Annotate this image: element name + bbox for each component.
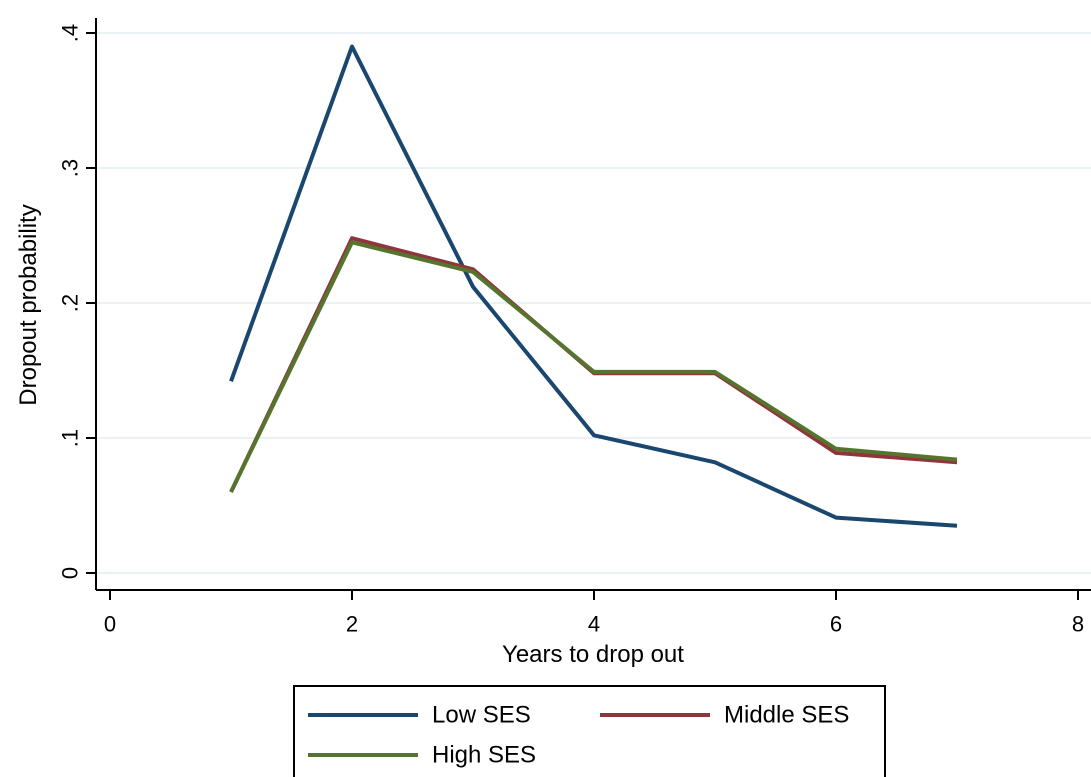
series-line-middle-ses (229, 236, 958, 493)
gridlines (96, 32, 1091, 574)
legend-box (293, 685, 886, 777)
y-tick-label: .1 (58, 429, 83, 447)
y-tick-label: 0 (58, 567, 83, 579)
x-tick-label: 2 (346, 612, 358, 637)
x-axis-title: Years to drop out (502, 641, 684, 668)
y-tick-label: .3 (58, 159, 83, 177)
legend-label: Low SES (432, 702, 531, 729)
series-line-low-ses (229, 44, 958, 528)
legend-label: High SES (432, 742, 536, 769)
legend: Low SES Middle SES High SES (293, 685, 886, 777)
x-tick-label: 8 (1072, 612, 1084, 637)
x-tick-label: 4 (588, 612, 600, 637)
y-tick-label: .4 (58, 24, 83, 42)
legend-label: Middle SES (724, 702, 849, 729)
y-axis-title: Dropout probability (15, 204, 42, 405)
x-tick-label: 6 (830, 612, 842, 637)
series-line-high-ses (229, 240, 958, 493)
y-tick-label: .2 (58, 294, 83, 312)
series-lines (229, 44, 958, 528)
y-axis-ticks: 0 .1 .2 .3 .4 (58, 24, 96, 579)
x-tick-label: 0 (104, 612, 116, 637)
x-axis-ticks: 0 2 4 6 8 (104, 590, 1084, 637)
